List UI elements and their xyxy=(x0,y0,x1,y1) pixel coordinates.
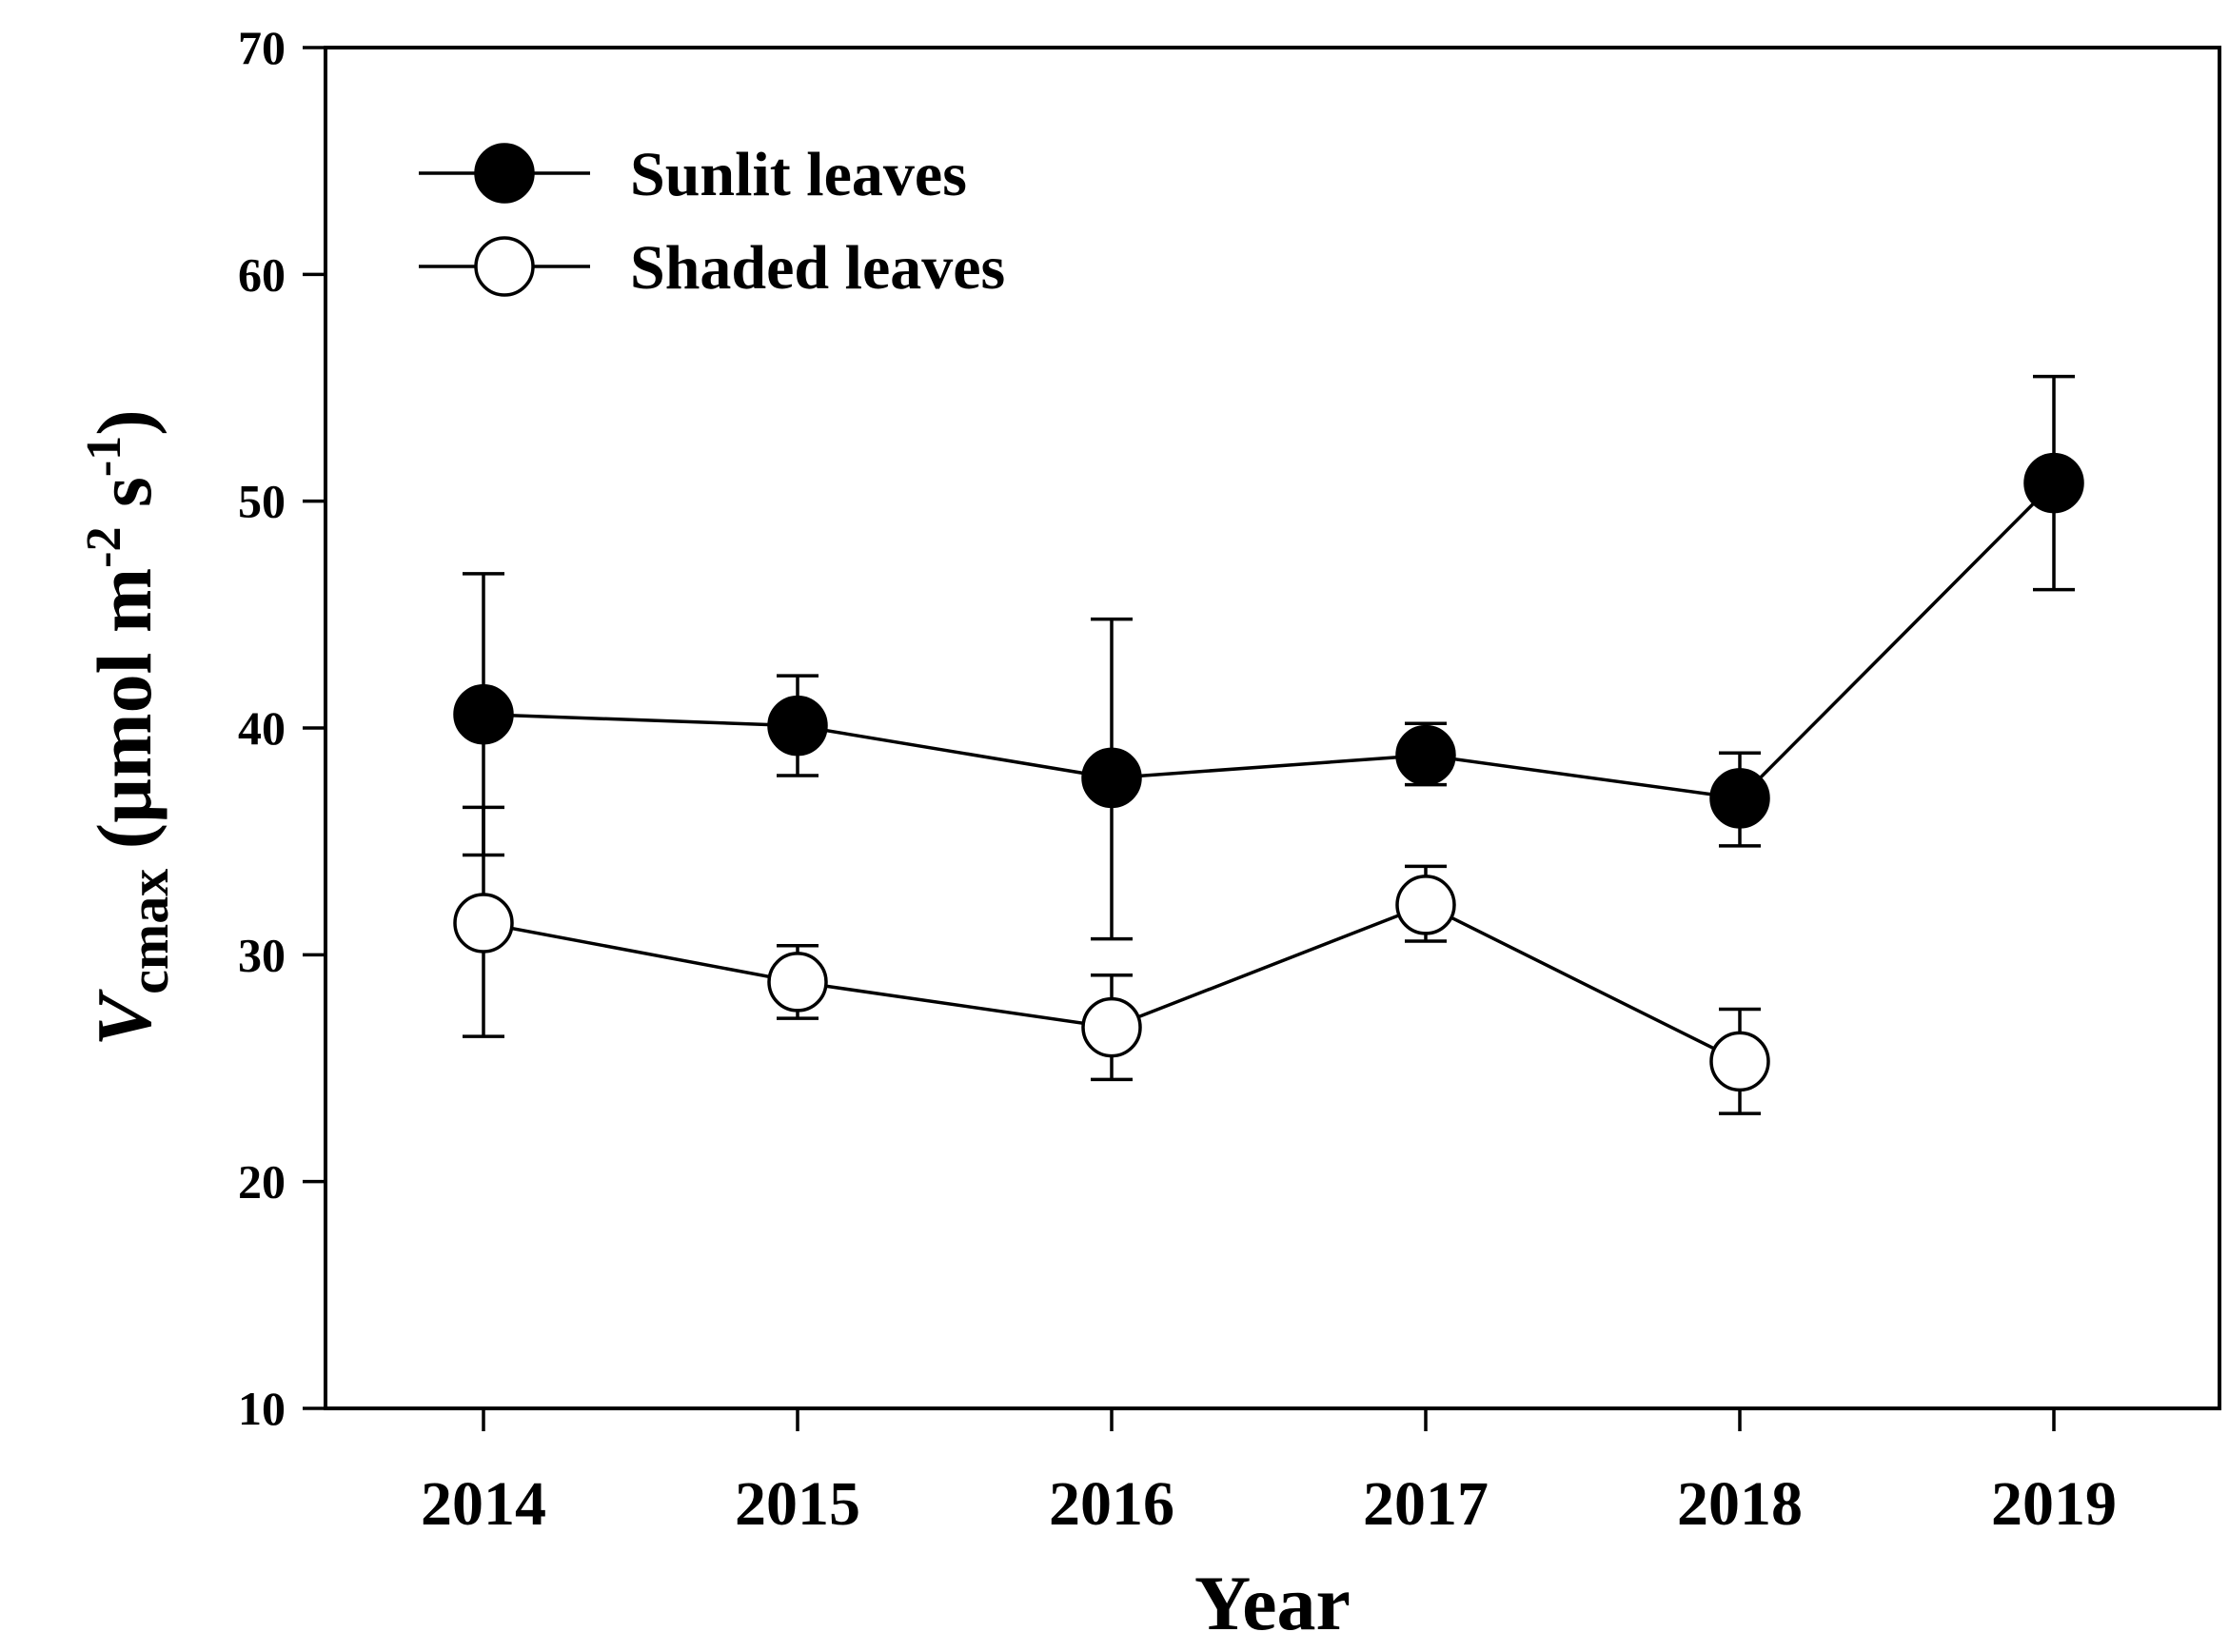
data-point-sunlit xyxy=(767,695,828,757)
y-axis-title: Vcmax (µmol m-2 s-1) xyxy=(77,409,180,1046)
y-axis-title-units-close: ) xyxy=(81,409,168,435)
y-axis-title-units-mid: s xyxy=(81,477,168,526)
y-axis-title-exp1: -2 xyxy=(77,527,131,568)
data-point-shaded xyxy=(1709,1031,1770,1092)
series-shaded xyxy=(453,805,1770,1115)
y-tick-label: 10 xyxy=(238,1382,286,1435)
data-point-shaded xyxy=(1395,875,1456,935)
data-point-shaded xyxy=(1081,996,1142,1058)
x-axis: 2014 2015 2016 2017 2018 2019 xyxy=(421,1408,2117,1539)
legend-marker-sunlit xyxy=(474,143,535,204)
y-tick-label: 30 xyxy=(238,928,286,981)
data-point-sunlit xyxy=(1395,724,1456,786)
y-tick-label: 50 xyxy=(238,475,286,528)
data-point-shaded xyxy=(767,952,828,1013)
data-point-shaded xyxy=(453,893,514,954)
x-tick-label: 2018 xyxy=(1677,1469,1803,1539)
x-axis-title: Year xyxy=(1194,1560,1351,1646)
series-layer xyxy=(453,374,2084,1115)
legend-marker-shaded xyxy=(474,236,535,297)
legend: Sunlit leaves Shaded leaves xyxy=(419,140,1005,303)
series-line-sunlit xyxy=(483,482,2056,800)
x-tick-label: 2019 xyxy=(1991,1469,2117,1539)
y-tick-label: 70 xyxy=(238,21,286,74)
data-point-sunlit xyxy=(453,683,514,745)
x-tick-label: 2016 xyxy=(1049,1469,1174,1539)
legend-label-shaded: Shaded leaves xyxy=(630,233,1005,303)
y-axis-title-subscript: cmax xyxy=(118,869,180,994)
data-point-sunlit xyxy=(2023,452,2084,514)
x-tick-label: 2015 xyxy=(735,1469,860,1539)
legend-label-sunlit: Sunlit leaves xyxy=(630,140,967,209)
y-axis-title-symbol: V xyxy=(81,989,168,1047)
y-axis-title-units: (µmol m xyxy=(81,568,168,869)
y-axis: 10 20 30 40 50 60 70 xyxy=(238,21,325,1435)
plot-frame xyxy=(324,46,2221,1410)
data-point-sunlit xyxy=(1709,768,1770,829)
data-point-sunlit xyxy=(1081,747,1142,809)
y-axis-title-exp2: -1 xyxy=(77,436,131,477)
x-tick-label: 2014 xyxy=(421,1469,546,1539)
y-tick-label: 60 xyxy=(238,247,286,301)
y-tick-label: 20 xyxy=(238,1155,286,1209)
x-tick-label: 2017 xyxy=(1363,1469,1489,1539)
y-tick-label: 40 xyxy=(238,701,286,755)
series-sunlit xyxy=(453,374,2084,941)
